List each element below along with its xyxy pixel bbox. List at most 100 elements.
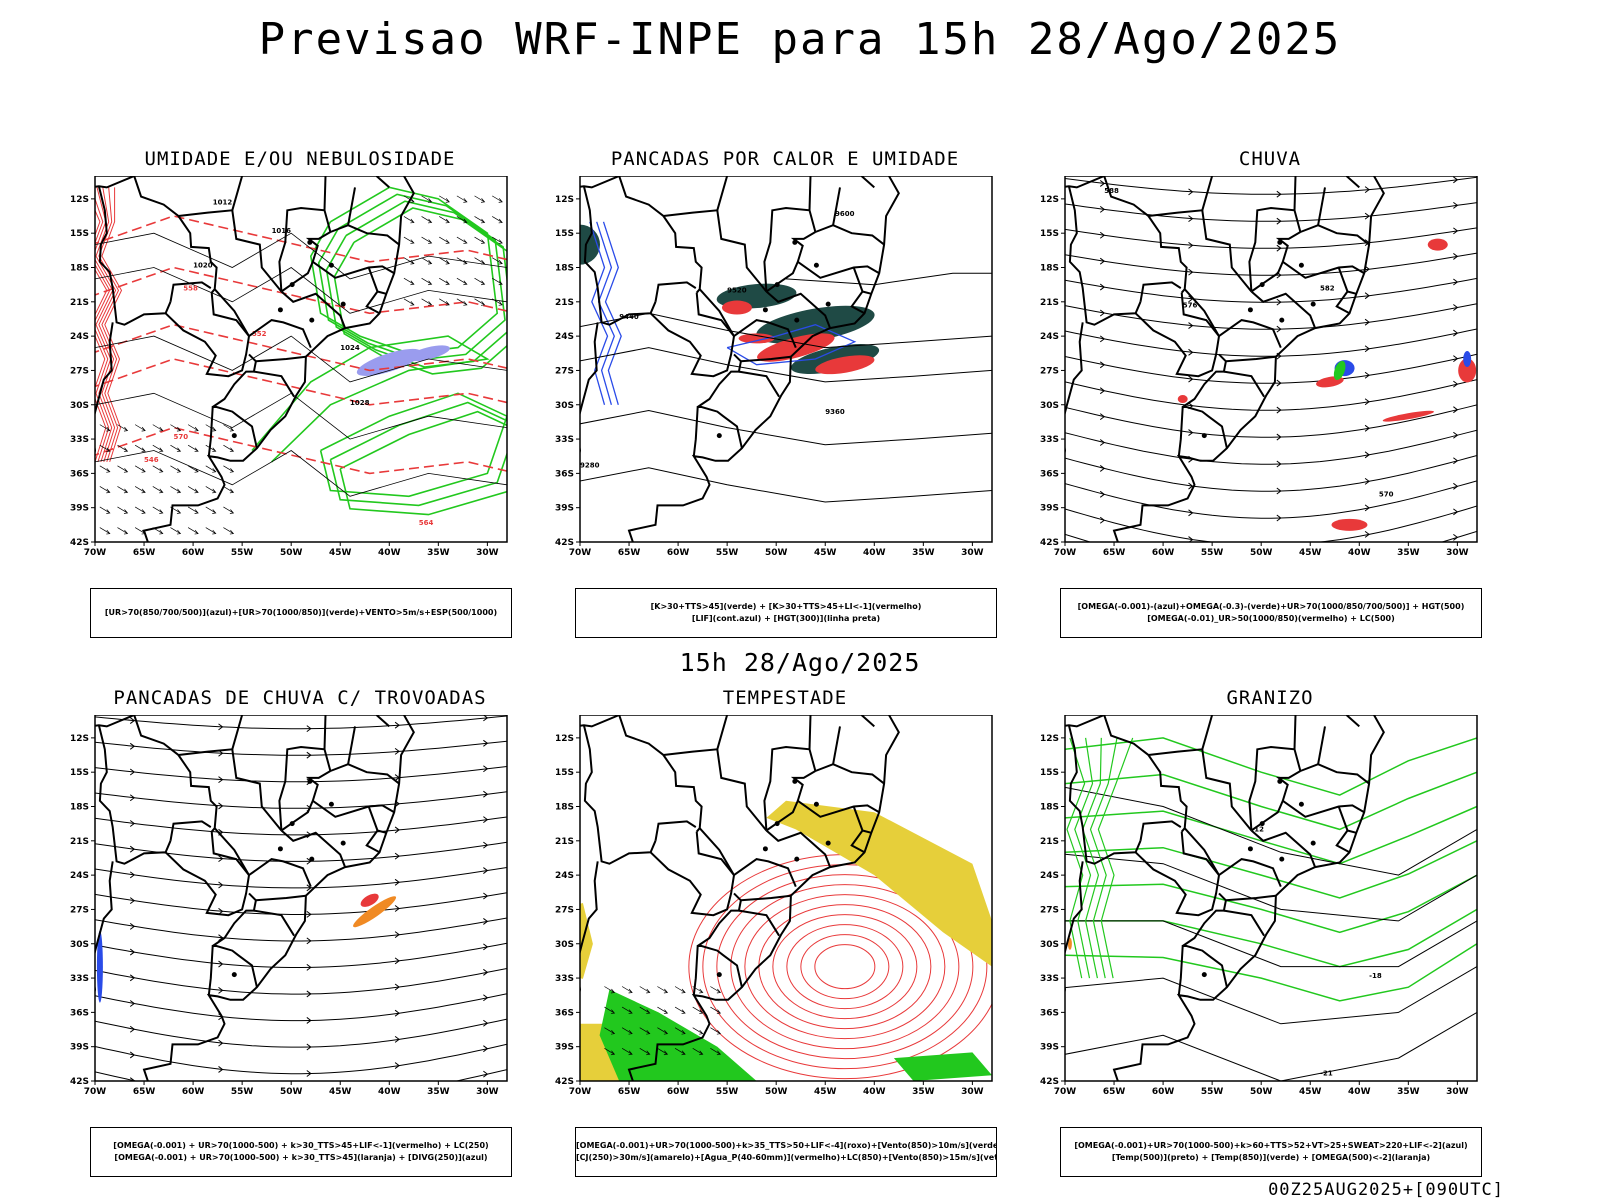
- streamline: [1065, 505, 1477, 542]
- state-border: [312, 799, 395, 818]
- lat-label: 27S: [70, 366, 89, 376]
- lat-label: 24S: [70, 332, 89, 342]
- lat-label: 30S: [1040, 940, 1059, 950]
- flow-arrow: [1453, 201, 1459, 209]
- wind-arrow: [604, 1006, 616, 1014]
- lon-label: 35W: [427, 1087, 450, 1097]
- flow-arrow: [1188, 482, 1194, 490]
- legend-box: [OMEGA(-0.001)+UR>70(1000-500)+k>60+TTS>…: [1060, 1127, 1482, 1177]
- thickness-line: [95, 358, 507, 406]
- lake: [716, 433, 722, 439]
- lon-label: 50W: [765, 548, 788, 558]
- streamline: [1065, 328, 1477, 357]
- lat-label: 12S: [70, 734, 89, 744]
- state-border: [808, 176, 812, 211]
- flow-arrow: [1099, 231, 1106, 239]
- contour-label: 570: [1379, 490, 1394, 498]
- flow-arrow: [1276, 541, 1278, 542]
- lon-label: 45W: [814, 548, 837, 558]
- flow-arrow: [1276, 325, 1282, 333]
- state-border: [1293, 176, 1297, 211]
- lat-label: 18S: [70, 264, 89, 274]
- lon-label: 40W: [378, 1087, 401, 1097]
- rain-area-blue: [1463, 351, 1472, 367]
- contour-label: 558: [183, 284, 198, 292]
- wind-arrow: [639, 1006, 651, 1014]
- state-border: [740, 355, 792, 363]
- lon-label: 40W: [863, 1087, 886, 1097]
- lat-label: 15S: [1040, 229, 1059, 239]
- lat-label: 24S: [1040, 871, 1059, 881]
- contour-label: 546: [144, 456, 159, 464]
- height-line: [580, 312, 992, 349]
- panel-umidade: UMIDADE E/OU NEBULOSIDADE 1012 1016 1020 10…: [55, 148, 545, 638]
- wind-arrow: [692, 1047, 704, 1056]
- lake: [289, 282, 295, 288]
- flow-arrow: [394, 931, 400, 939]
- instability-area-red: [738, 333, 775, 344]
- flow-arrow: [306, 1043, 312, 1051]
- wind-arrow: [474, 216, 486, 224]
- wind-arrow: [604, 1027, 616, 1035]
- wind-arrow: [456, 277, 468, 286]
- state-border: [255, 355, 307, 363]
- wind-arrow: [604, 1047, 616, 1056]
- temp-850-contour: [1074, 737, 1094, 979]
- lake: [1247, 307, 1253, 313]
- flow-arrow: [1276, 406, 1282, 414]
- state-border: [860, 176, 875, 189]
- geography: [1065, 176, 1385, 542]
- lake: [231, 433, 237, 439]
- legend-line: [CJ(250)>30m/s](amarelo)+[Agua_P(40-60mm…: [576, 1153, 996, 1162]
- flow-arrow: [483, 1045, 489, 1053]
- flow-arrow: [129, 948, 136, 956]
- wind-arrow: [456, 236, 468, 244]
- temp-850-contour: [1065, 840, 1477, 899]
- lake: [1277, 778, 1283, 784]
- wind-arrow: [674, 1027, 686, 1035]
- lake: [774, 282, 780, 288]
- streamlines: [95, 715, 507, 1081]
- wind-arrow: [456, 216, 468, 224]
- wind-arrow: [152, 465, 164, 473]
- lat-label: 24S: [555, 871, 574, 881]
- flow-arrow: [394, 878, 400, 886]
- streamline: [95, 942, 507, 968]
- wind-arrow: [456, 298, 468, 306]
- flow-arrow: [1099, 335, 1106, 343]
- flow-arrow: [483, 968, 489, 976]
- temp-500-contour: [1065, 1011, 1477, 1081]
- state-border: [1201, 715, 1214, 750]
- legend-line: [UR>70(850/700/500)](azul)+[UR>70(1000/8…: [104, 608, 498, 617]
- flow-arrow: [1453, 457, 1459, 465]
- state-border: [365, 829, 380, 854]
- flow-arrow: [129, 922, 136, 930]
- state-border: [1183, 827, 1220, 876]
- map-frame: [1064, 176, 1478, 543]
- lon-label: 45W: [1299, 548, 1322, 558]
- lif-contour: [602, 221, 622, 405]
- flow-arrow: [306, 725, 312, 733]
- state-border: [815, 763, 885, 785]
- coastline-east: [142, 176, 415, 542]
- state-border: [1248, 206, 1302, 292]
- flow-arrow: [306, 963, 312, 971]
- isobar: [95, 232, 507, 280]
- lon-label: 35W: [912, 548, 935, 558]
- lon-label: 60W: [182, 1087, 205, 1097]
- flow-arrow: [483, 715, 489, 722]
- state-border: [763, 206, 817, 292]
- wind-arrow: [170, 424, 182, 432]
- state-border: [716, 715, 729, 750]
- state-border: [1225, 894, 1277, 902]
- streamlines: [1065, 176, 1477, 542]
- wind-arrow: [205, 527, 217, 535]
- state-border: [1223, 909, 1265, 937]
- lake: [762, 846, 768, 852]
- contour-label: 582: [1320, 284, 1335, 292]
- map-pancadas-calor: 9600 9520 9440 9360 9280 12S 15S 18S 21S 24S 27S 30…: [555, 176, 993, 558]
- lat-label: 24S: [70, 871, 89, 881]
- lat-label: 27S: [70, 905, 89, 915]
- wind-arrow: [657, 1047, 669, 1056]
- wind-arrow: [403, 216, 415, 224]
